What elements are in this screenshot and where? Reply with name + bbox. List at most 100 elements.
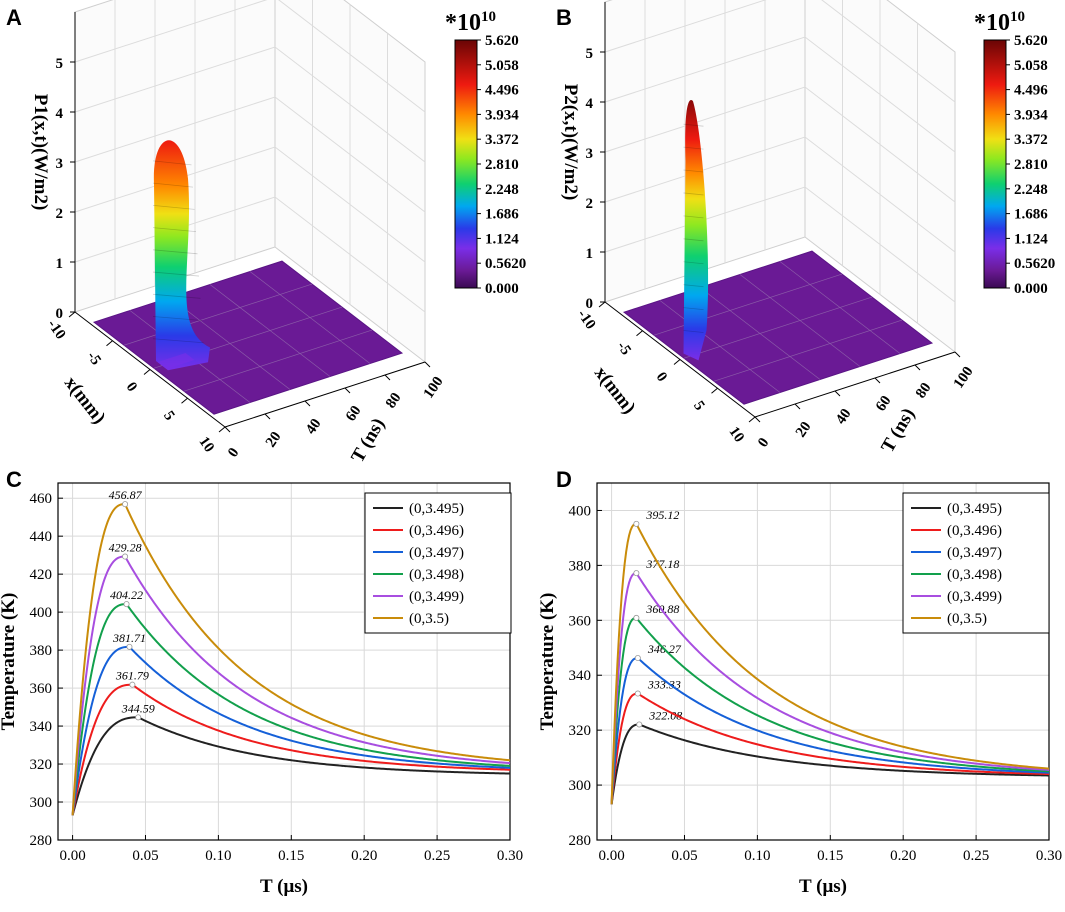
series-line <box>71 503 511 816</box>
x-tick-label: 0.30 <box>1036 848 1062 864</box>
z-axis-title: P1(x,t)(W/m2) <box>30 94 51 211</box>
colorbar-tick-label: 0.000 <box>1014 281 1048 297</box>
panel-label: C <box>6 467 22 492</box>
z-tick-label: 1 <box>56 256 64 272</box>
t-tick <box>344 387 351 394</box>
x-tick-label: 0.15 <box>817 848 843 864</box>
t-tick <box>754 416 761 423</box>
wall-grid-line <box>74 146 426 263</box>
y-axis-title: Temperature (K) <box>537 593 558 731</box>
y-axis-title: Temperature (K) <box>0 593 19 731</box>
x-tick <box>598 301 606 308</box>
series-line <box>71 603 511 816</box>
colorbar-tick-label: 5.058 <box>485 58 519 74</box>
colorbar-tick-label: 5.058 <box>1014 58 1048 74</box>
y-tick-label: 400 <box>569 503 592 519</box>
contour-line <box>152 160 192 166</box>
z-tick-label: 3 <box>586 146 594 162</box>
colorbar-tick-label: 1.686 <box>1014 207 1048 223</box>
floor-grid-line <box>779 261 901 354</box>
legend-entry: (0,3.499) <box>947 589 1002 605</box>
z-tick-label: 5 <box>56 56 64 72</box>
y-tick-label: 420 <box>30 567 53 583</box>
legend-entry: (0,3.497) <box>409 545 464 561</box>
colorbar-multiplier: *1010 <box>974 9 1025 36</box>
series-line <box>610 522 1050 805</box>
z-tick-label: 3 <box>56 156 64 172</box>
series-line <box>71 645 511 816</box>
x-tick <box>711 387 718 394</box>
x-tick <box>673 359 681 365</box>
x-tick-label: 0.05 <box>132 848 158 864</box>
x-tick-label: 0.20 <box>351 848 377 864</box>
legend-entry: (0,3.498) <box>409 567 464 583</box>
colorbar <box>454 39 478 289</box>
series-line <box>71 555 511 816</box>
series-line <box>610 656 1050 805</box>
series-line <box>610 572 1050 805</box>
pulse-peak <box>683 100 709 361</box>
panel-label: D <box>556 467 572 492</box>
colorbar <box>983 39 1007 289</box>
t-tick <box>954 351 961 358</box>
x-tick <box>68 311 76 318</box>
t-tick-label: 0 <box>755 435 772 450</box>
t-tick <box>874 377 881 384</box>
colorbar-tick-label: 1.124 <box>485 231 519 247</box>
colorbar-tick-label: 2.810 <box>1014 157 1048 173</box>
colorbar-tick-label: 5.620 <box>1014 33 1048 49</box>
t-tick <box>384 374 391 381</box>
z-tick-label: 4 <box>56 106 64 122</box>
colorbar-tick-label: 3.934 <box>485 107 519 123</box>
contour-line <box>152 316 203 321</box>
z-tick-label: 2 <box>56 206 64 222</box>
peak-label: 429.28 <box>109 541 142 555</box>
wall-grid-line <box>604 0 956 103</box>
colorbar-multiplier: *1010 <box>445 9 496 36</box>
x-tick-label: 0.30 <box>497 848 523 864</box>
colorbar-tick-label: 0.5620 <box>1014 256 1055 272</box>
colorbar-tick-label: 2.248 <box>485 182 519 198</box>
contour-line <box>683 238 704 242</box>
t-tick <box>304 400 311 407</box>
t-tick <box>834 390 841 397</box>
t-tick-label: 100 <box>421 374 447 402</box>
x-tick-label: -5 <box>614 339 634 358</box>
x-tick-label: 0.25 <box>963 848 989 864</box>
x-axis-title: T (μs) <box>799 876 847 897</box>
peak-marker <box>636 721 643 728</box>
colorbar-tick-label: 4.496 <box>485 83 519 99</box>
peak-marker <box>633 570 640 577</box>
t-tick-label: 40 <box>303 416 325 437</box>
floor-grid-line <box>659 300 781 393</box>
panel-d: 0.00 0.05 0.10 0.15 0.20 0.25 0.30 280 300 320 340… <box>537 482 1062 897</box>
y-tick-label: 360 <box>30 681 53 697</box>
series-line <box>71 716 511 816</box>
t-axis <box>754 351 956 418</box>
floor-grid-line <box>683 296 873 359</box>
t-tick-label: 20 <box>263 429 285 450</box>
t-tick-label: 60 <box>343 403 365 424</box>
x-tick-label: -10 <box>574 307 599 333</box>
contour-line <box>683 284 704 288</box>
peak-label: 377.18 <box>645 557 679 571</box>
z-tick-label: 2 <box>586 196 594 212</box>
z-axis-title: P2(x,t)(W/m2) <box>560 84 581 201</box>
peak-marker <box>122 501 129 508</box>
colorbar-tick-label: 2.810 <box>485 157 519 173</box>
peak-label: 333.33 <box>647 678 681 692</box>
floor-grid-line <box>713 319 903 382</box>
floor-grid-line <box>209 284 331 377</box>
z-tick-label: 0 <box>56 306 64 322</box>
t-tick-label: 60 <box>873 393 895 414</box>
z-tick-label: 4 <box>586 96 594 112</box>
peak-label: 322.08 <box>648 708 682 722</box>
y-tick-label: 280 <box>569 833 592 849</box>
plot-frame <box>596 482 1050 841</box>
peak-marker <box>633 614 640 621</box>
contour-line <box>683 307 704 310</box>
legend-entry: (0,3.5) <box>409 611 449 627</box>
pulse-peak <box>153 140 210 371</box>
x-tick <box>143 369 151 375</box>
